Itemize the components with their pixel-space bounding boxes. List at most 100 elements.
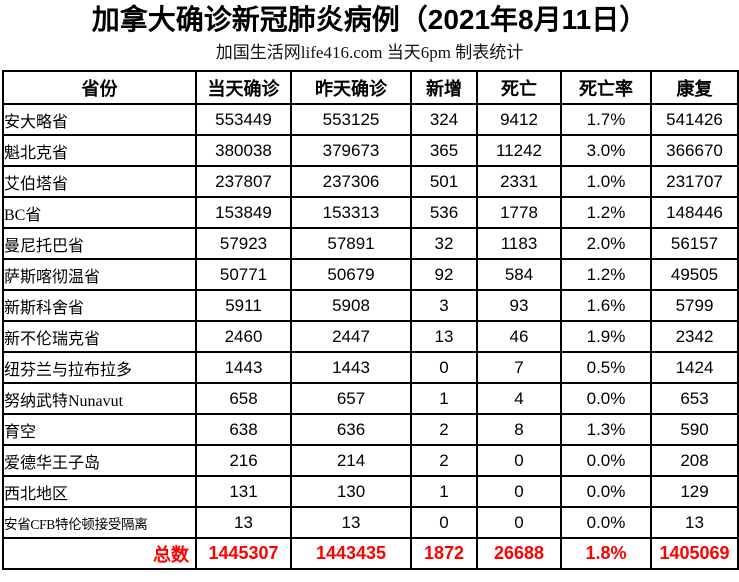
header-cell-yday-confirmed: 昨天确诊	[290, 70, 412, 105]
value-cell: 237306	[290, 165, 412, 198]
value-cell: 11242	[476, 134, 562, 167]
page-subtitle: 加国生活网life416.com 当天6pm 制表统计	[215, 43, 524, 62]
total-value-new-cases: 1872	[410, 537, 478, 570]
value-cell: 2	[410, 413, 478, 446]
value-cell: 1778	[476, 196, 562, 229]
value-cell: 5911	[195, 289, 292, 322]
value-cell: 380038	[195, 134, 292, 167]
value-cell: 153849	[195, 196, 292, 229]
table-row: 安省CFB特伦顿接受隔离 13 13 0 0 0.0% 13	[2, 506, 739, 539]
table-row: BC省 153849 153313 536 1778 1.2% 148446	[2, 196, 739, 229]
value-cell: 2447	[290, 320, 412, 353]
page-title: 加拿大确诊新冠肺炎病例（2021年8月11日）	[91, 4, 648, 35]
value-cell: 553449	[195, 103, 292, 136]
value-cell: 13	[650, 506, 739, 539]
value-cell: 5799	[650, 289, 739, 322]
value-cell: 208	[650, 444, 739, 477]
value-cell: 658	[195, 382, 292, 415]
value-cell: 129	[650, 475, 739, 508]
value-cell: 57891	[290, 227, 412, 260]
province-cell: 西北地区	[2, 475, 197, 508]
value-cell: 366670	[650, 134, 739, 167]
province-cell: 爱德华王子岛	[2, 444, 197, 477]
value-cell: 7	[476, 351, 562, 384]
value-cell: 4	[476, 382, 562, 415]
value-cell: 536	[410, 196, 478, 229]
value-cell: 2331	[476, 165, 562, 198]
total-value-yday-confirmed: 1443435	[290, 537, 412, 570]
value-cell: 92	[410, 258, 478, 291]
table-row: 爱德华王子岛 216 214 2 0 0.0% 208	[2, 444, 739, 477]
value-cell: 216	[195, 444, 292, 477]
value-cell: 1443	[195, 351, 292, 384]
value-cell: 365	[410, 134, 478, 167]
value-cell: 0	[476, 444, 562, 477]
value-cell: 13	[410, 320, 478, 353]
value-cell: 1183	[476, 227, 562, 260]
value-cell: 1	[410, 475, 478, 508]
value-cell: 638	[195, 413, 292, 446]
value-cell: 1.2%	[560, 196, 652, 229]
value-cell: 32	[410, 227, 478, 260]
value-cell: 2.0%	[560, 227, 652, 260]
value-cell: 13	[290, 506, 412, 539]
value-cell: 1.2%	[560, 258, 652, 291]
value-cell: 2460	[195, 320, 292, 353]
value-cell: 590	[650, 413, 739, 446]
value-cell: 657	[290, 382, 412, 415]
table-row: 新斯科舍省 5911 5908 3 93 1.6% 5799	[2, 289, 739, 322]
value-cell: 324	[410, 103, 478, 136]
value-cell: 46	[476, 320, 562, 353]
covid-stats-table: 省份 当天确诊 昨天确诊 新增 死亡 死亡率 康复 安大略省 553449 5531…	[2, 70, 739, 570]
value-cell: 0	[410, 506, 478, 539]
table-body: 安大略省 553449 553125 324 9412 1.7% 541426 魁北克省 380…	[2, 103, 739, 570]
value-cell: 1.9%	[560, 320, 652, 353]
value-cell: 237807	[195, 165, 292, 198]
province-cell: 新不伦瑞克省	[2, 320, 197, 353]
table-row: 艾伯塔省 237807 237306 501 2331 1.0% 231707	[2, 165, 739, 198]
header-cell-new-cases: 新增	[410, 70, 478, 105]
value-cell: 131	[195, 475, 292, 508]
value-cell: 9412	[476, 103, 562, 136]
value-cell: 49505	[650, 258, 739, 291]
header-cell-recovered: 康复	[650, 70, 739, 105]
value-cell: 2342	[650, 320, 739, 353]
value-cell: 1.3%	[560, 413, 652, 446]
value-cell: 130	[290, 475, 412, 508]
value-cell: 379673	[290, 134, 412, 167]
table-row: 纽芬兰与拉布拉多 1443 1443 0 7 0.5% 1424	[2, 351, 739, 384]
value-cell: 653	[650, 382, 739, 415]
value-cell: 3	[410, 289, 478, 322]
province-cell: 育空	[2, 413, 197, 446]
value-cell: 56157	[650, 227, 739, 260]
value-cell: 0.0%	[560, 506, 652, 539]
value-cell: 2	[410, 444, 478, 477]
value-cell: 93	[476, 289, 562, 322]
value-cell: 1.7%	[560, 103, 652, 136]
total-label: 总数	[2, 537, 197, 570]
table-row: 魁北克省 380038 379673 365 11242 3.0% 366670	[2, 134, 739, 167]
value-cell: 501	[410, 165, 478, 198]
value-cell: 5908	[290, 289, 412, 322]
value-cell: 214	[290, 444, 412, 477]
value-cell: 1	[410, 382, 478, 415]
value-cell: 50679	[290, 258, 412, 291]
header-cell-province: 省份	[2, 70, 197, 105]
table-row: 育空 638 636 2 8 1.3% 590	[2, 413, 739, 446]
value-cell: 0.5%	[560, 351, 652, 384]
table-row: 西北地区 131 130 1 0 0.0% 129	[2, 475, 739, 508]
province-cell: 艾伯塔省	[2, 165, 197, 198]
table-header: 省份 当天确诊 昨天确诊 新增 死亡 死亡率 康复	[2, 70, 739, 105]
value-cell: 636	[290, 413, 412, 446]
province-cell: 新斯科舍省	[2, 289, 197, 322]
total-value-death-rate: 1.8%	[560, 537, 652, 570]
province-cell: 魁北克省	[2, 134, 197, 167]
value-cell: 584	[476, 258, 562, 291]
value-cell: 0	[476, 475, 562, 508]
value-cell: 553125	[290, 103, 412, 136]
header-cell-today-confirmed: 当天确诊	[195, 70, 292, 105]
value-cell: 13	[195, 506, 292, 539]
value-cell: 231707	[650, 165, 739, 198]
province-cell: 努纳武特Nunavut	[2, 382, 197, 415]
